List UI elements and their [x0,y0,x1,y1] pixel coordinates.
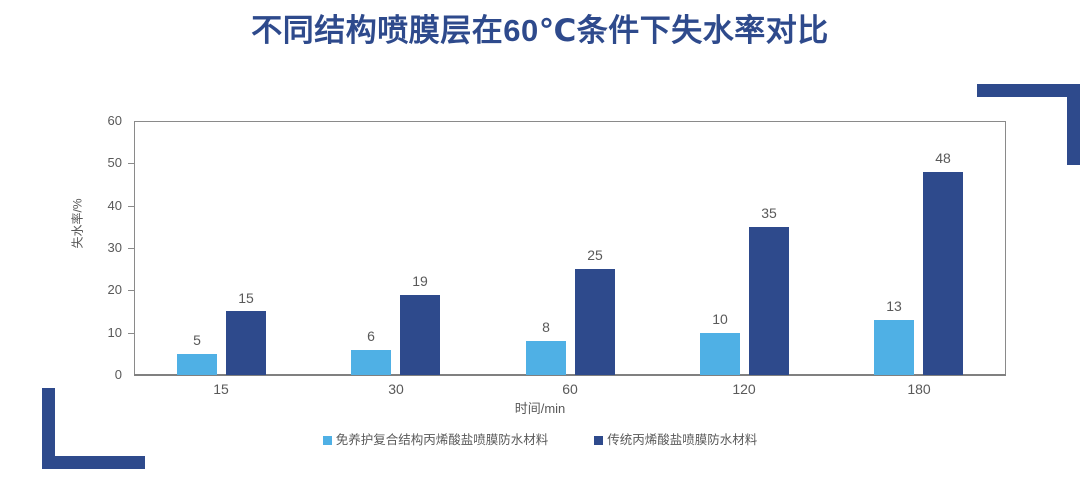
bars-layer: 5 15 6 19 8 25 10 35 13 48 [134,121,1006,375]
legend-swatch-icon [594,435,604,445]
bar-value-label: 19 [412,273,428,289]
x-axis-tick-label: 120 [732,381,756,397]
bar-series1-120 [700,333,740,375]
y-axis-tick [128,333,134,334]
y-axis-tick-label-text: 30 [107,240,122,255]
y-axis-tick-label-text: 20 [107,282,122,297]
bar-value-label: 35 [761,205,777,221]
legend-swatch-icon [322,435,332,445]
y-axis-tick-label-text: 40 [107,198,122,213]
y-axis-tick [128,248,134,249]
bar-series1-60 [526,341,566,375]
bar-value-label: 6 [367,328,375,344]
y-axis-tick [128,163,134,164]
bar-series2-30 [400,295,440,375]
y-axis-tick [128,290,134,291]
legend-item-series2[interactable]: 传统丙烯酸盐喷膜防水材料 [594,432,757,448]
bar-value-label: 25 [587,247,603,263]
bar-series1-30 [351,350,391,375]
y-axis-tick-label-text: 60 [107,113,122,128]
legend-label: 免养护复合结构丙烯酸盐喷膜防水材料 [335,433,549,447]
x-axis-tick-label: 15 [213,381,229,397]
x-axis-title: 时间/min [514,401,566,416]
y-axis-tick-label: 0 [78,368,122,381]
y-axis-tick-label: 40 [78,199,122,212]
y-axis-tick [128,206,134,207]
bar-series2-180 [923,172,963,375]
y-axis-tick-label: 50 [78,156,122,169]
bar-value-label: 5 [193,332,201,348]
x-axis-tick-label: 180 [907,381,931,397]
bar-value-label: 8 [542,319,550,335]
y-axis-tick-label-text: 0 [114,367,122,382]
x-axis-baseline [134,374,1006,376]
y-axis-tick-label: 10 [78,326,122,339]
y-axis-tick-label-text: 50 [107,155,122,170]
y-axis-tick-label-text: 10 [107,325,122,340]
y-axis-tick-label: 20 [78,283,122,296]
legend-label: 传统丙烯酸盐喷膜防水材料 [607,433,758,447]
plot-area [134,121,1006,376]
y-axis-tick-label: 60 [78,114,122,127]
bar-series1-15 [177,354,217,375]
bar-series1-180 [874,320,914,375]
x-axis-tick-label: 60 [562,381,578,397]
x-axis-tick-label: 30 [388,381,404,397]
bar-value-label: 48 [935,150,951,166]
y-axis-tick-label: 30 [78,241,122,254]
bar-series2-60 [575,269,615,375]
bar-series2-120 [749,227,789,375]
bar-value-label: 15 [238,290,254,306]
legend-item-series1[interactable]: 免养护复合结构丙烯酸盐喷膜防水材料 [322,432,549,448]
bar-series2-15 [226,311,266,375]
bar-value-label: 10 [712,311,728,327]
chart-legend: 免养护复合结构丙烯酸盐喷膜防水材料 传统丙烯酸盐喷膜防水材料 [0,432,1080,448]
chart-title: 不同结构喷膜层在60℃条件下失水率对比 [251,13,829,48]
bar-value-label: 13 [886,298,902,314]
